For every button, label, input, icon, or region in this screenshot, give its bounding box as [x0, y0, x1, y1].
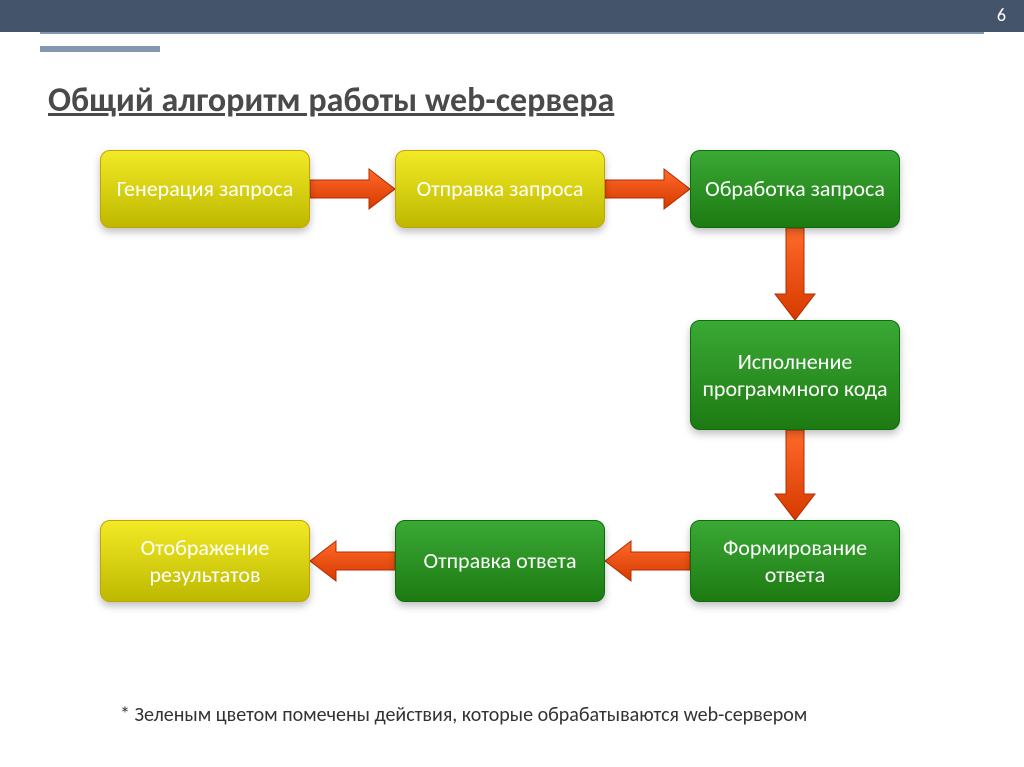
header-rule — [40, 32, 984, 34]
page-number: 6 — [997, 4, 1006, 26]
flowchart-canvas: Генерация запроса Отправка запроса Обработ… — [0, 130, 1024, 690]
slide-topbar: 6 — [0, 0, 1024, 32]
slide: 6 Общий алгоритм работы web-сервера Гене… — [0, 0, 1024, 767]
flow-node-n5: Формирование ответа — [690, 520, 900, 602]
legend-footnote: * Зеленым цветом помечены действия, кото… — [120, 703, 807, 727]
flow-node-n1: Генерация запроса — [100, 150, 310, 228]
header-accent — [40, 46, 160, 52]
flow-node-n6: Отправка ответа — [395, 520, 605, 602]
slide-title: Общий алгоритм работы web-сервера — [48, 80, 614, 121]
flow-node-n2: Отправка запроса — [395, 150, 605, 228]
flow-node-n4: Исполнение программного кода — [690, 320, 900, 430]
flow-node-n3: Обработка запроса — [690, 150, 900, 228]
flow-node-n7: Отображение результатов — [100, 520, 310, 602]
